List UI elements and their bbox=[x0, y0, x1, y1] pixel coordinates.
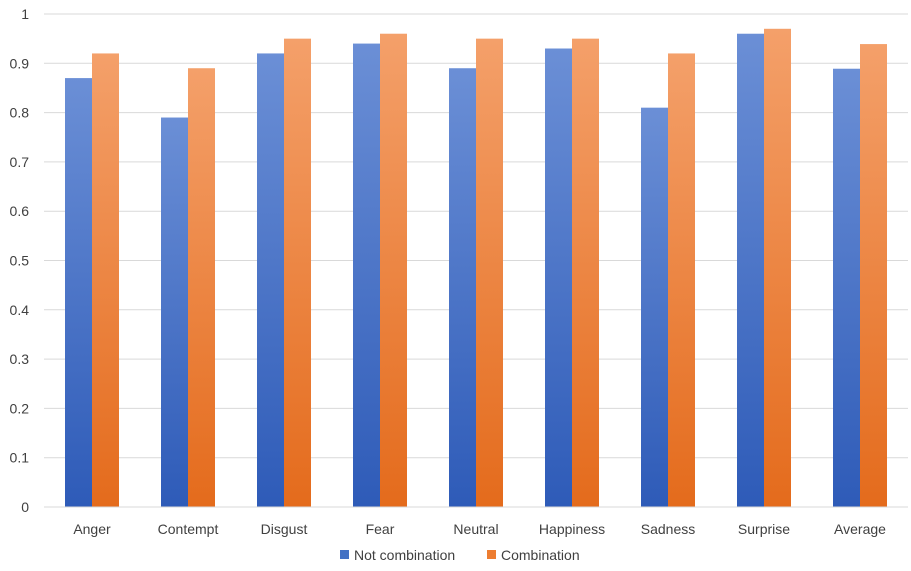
bar-not-combination-surprise bbox=[737, 33, 764, 507]
legend-label: Combination bbox=[501, 547, 580, 563]
legend-label: Not combination bbox=[354, 547, 455, 563]
x-tick-label: Surprise bbox=[738, 521, 790, 537]
legend: Not combination Combination bbox=[340, 547, 580, 563]
bar-combination-neutral bbox=[476, 38, 503, 508]
bar-combination-sadness bbox=[668, 53, 695, 507]
legend-swatch-combination bbox=[487, 550, 496, 559]
bar-not-combination-disgust bbox=[257, 53, 284, 507]
bar-combination-surprise bbox=[764, 28, 791, 507]
bar-combination-happiness bbox=[572, 38, 599, 508]
y-tick-label: 0 bbox=[21, 499, 29, 515]
bar-not-combination-contempt bbox=[161, 117, 188, 507]
bar-not-combination-fear bbox=[353, 43, 380, 507]
y-tick-label: 0.9 bbox=[10, 55, 30, 71]
y-tick-label: 0.5 bbox=[10, 253, 30, 269]
bar-not-combination-neutral bbox=[449, 68, 476, 507]
bar-not-combination-average bbox=[833, 68, 860, 508]
y-tick-label: 0.1 bbox=[10, 450, 30, 466]
bar-combination-disgust bbox=[284, 38, 311, 508]
y-axis-ticks: 0 0.1 0.2 0.3 0.4 0.5 0.6 0.7 0.8 0.9 1 bbox=[10, 6, 30, 515]
x-tick-label: Anger bbox=[73, 521, 111, 537]
bar-combination-fear bbox=[380, 33, 407, 507]
bar-combination-contempt bbox=[188, 68, 215, 507]
x-tick-label: Average bbox=[834, 521, 886, 537]
x-tick-label: Happiness bbox=[539, 521, 605, 537]
bar-combination-anger bbox=[92, 53, 119, 507]
bar-combination-average bbox=[860, 44, 887, 508]
y-tick-label: 0.8 bbox=[10, 105, 30, 121]
x-tick-label: Contempt bbox=[158, 521, 219, 537]
x-axis-ticks: Anger Contempt Disgust Fear Neutral Happiness… bbox=[73, 521, 886, 537]
bar-not-combination-anger bbox=[65, 78, 92, 507]
y-tick-label: 0.3 bbox=[10, 351, 30, 367]
legend-swatch-not-combination bbox=[340, 550, 349, 559]
x-tick-label: Fear bbox=[366, 521, 395, 537]
y-tick-label: 0.7 bbox=[10, 154, 30, 170]
y-tick-label: 0.2 bbox=[10, 400, 30, 416]
bar-not-combination-happiness bbox=[545, 48, 572, 507]
x-tick-label: Disgust bbox=[261, 521, 308, 537]
y-tick-label: 0.6 bbox=[10, 203, 30, 219]
y-tick-label: 0.4 bbox=[10, 302, 30, 318]
y-tick-label: 1 bbox=[21, 6, 29, 22]
bars bbox=[65, 28, 887, 508]
x-tick-label: Neutral bbox=[453, 521, 498, 537]
bar-not-combination-sadness bbox=[641, 107, 668, 508]
x-tick-label: Sadness bbox=[641, 521, 695, 537]
